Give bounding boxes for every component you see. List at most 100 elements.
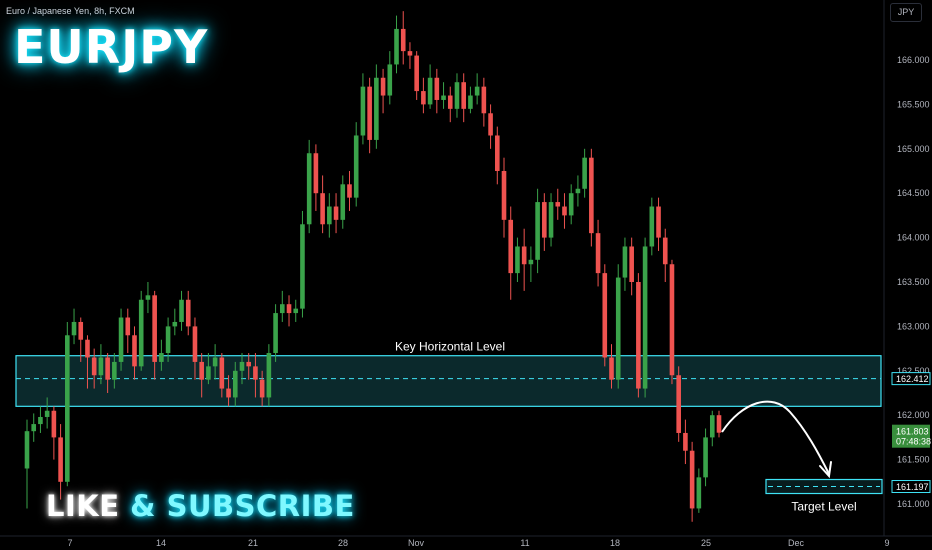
price-tick-label: 162.000 (897, 410, 930, 420)
projection-arrow-head (819, 461, 832, 479)
candle-body (515, 246, 520, 274)
candle-body (615, 277, 621, 380)
target-price-text: 161.197 (896, 482, 929, 492)
candle-body (118, 317, 124, 362)
price-tick-label: 165.000 (897, 144, 930, 154)
candle-body (454, 82, 460, 109)
title-logo: EURJPY (14, 20, 209, 74)
candle-body (253, 366, 258, 380)
candle-body (98, 357, 104, 376)
current-price-tag (892, 424, 930, 448)
candle-body (602, 273, 608, 358)
candle-body (367, 86, 372, 140)
candle-body (71, 321, 77, 336)
candle-body (112, 361, 117, 380)
candle-body (24, 431, 30, 469)
candle-body (266, 353, 272, 398)
candle-body (159, 353, 164, 362)
price-tick-label: 163.500 (897, 277, 930, 287)
candle-body (669, 264, 675, 376)
candle-body (548, 202, 554, 238)
candle-body (333, 206, 339, 220)
candle-body (280, 304, 285, 314)
candle-body (622, 246, 628, 278)
candle-body (38, 416, 43, 425)
candle-body (394, 28, 399, 65)
candle-body (589, 157, 594, 234)
price-tick-label: 166.000 (897, 55, 930, 65)
candle-body (474, 86, 480, 96)
time-tick-label: 18 (610, 538, 620, 548)
key-level-zone (15, 355, 882, 407)
candle-body (199, 361, 204, 380)
candle-body (78, 321, 84, 340)
candle-body (353, 135, 359, 198)
candle-body (542, 202, 547, 238)
candle-body (374, 77, 379, 140)
price-tick-label: 161.000 (897, 499, 930, 509)
candle-body (521, 246, 527, 265)
candle-body (259, 379, 265, 398)
candle-body (360, 86, 366, 136)
symbol-description[interactable]: Euro / Japanese Yen, 8h, FXCM (6, 6, 135, 16)
candle-body (689, 450, 695, 509)
candle-body (179, 299, 184, 322)
candle-body (232, 370, 238, 398)
candle-body (461, 82, 466, 109)
candle-body (226, 388, 231, 398)
candle-body (286, 304, 292, 314)
candle-body (421, 91, 426, 105)
candle-body (145, 295, 151, 300)
key-level-price-text: 162.412 (896, 374, 929, 384)
candle-body (481, 86, 487, 114)
candle-body (434, 77, 440, 100)
current-price-text: 161.803 (896, 427, 929, 437)
candle-body (246, 361, 252, 367)
time-tick-label: Nov (408, 538, 425, 548)
candle-body (192, 326, 198, 362)
price-tick-label: 164.000 (897, 233, 930, 243)
candle-body (696, 477, 702, 509)
candle-body (219, 357, 225, 389)
candle-body (300, 224, 305, 309)
candle-body (609, 357, 614, 380)
candle-body (306, 153, 312, 225)
time-tick-label: 14 (156, 538, 166, 548)
currency-button[interactable]: JPY (890, 3, 922, 22)
candle-body (91, 357, 97, 376)
candle-body (447, 95, 453, 109)
like-subscribe-banner: LIKE & SUBSCRIBE (46, 489, 355, 523)
amp-text: & (130, 489, 156, 523)
candle-body (58, 437, 63, 482)
candle-body (629, 246, 634, 282)
price-tick-label: 161.500 (897, 455, 930, 465)
time-tick-label: 7 (67, 538, 72, 548)
price-tick-label: 162.500 (897, 366, 930, 376)
candle-body (642, 246, 648, 389)
candle-body (528, 259, 534, 265)
subscribe-text: SUBSCRIBE (166, 489, 355, 523)
candle-body (293, 308, 299, 314)
candle-body (703, 437, 708, 478)
candle-body (152, 295, 157, 362)
target-level-label: Target Level (791, 500, 856, 514)
time-tick-label: 11 (520, 538, 529, 548)
candle-body (575, 188, 581, 194)
candle-body (562, 206, 567, 216)
candle-body (31, 424, 37, 432)
candle-body (441, 95, 446, 100)
candle-body (535, 202, 540, 260)
candle-body (320, 193, 325, 225)
time-tick-label: Dec (788, 538, 805, 548)
candle-body (387, 64, 393, 96)
candle-body (400, 28, 406, 52)
candle-body (501, 171, 507, 220)
candle-body (636, 282, 641, 389)
candle-body (132, 335, 137, 367)
candle-body (508, 219, 514, 274)
target-price-tag (891, 480, 931, 494)
candle-body (494, 135, 500, 171)
candle-body (427, 77, 433, 105)
candle-body (185, 299, 191, 327)
